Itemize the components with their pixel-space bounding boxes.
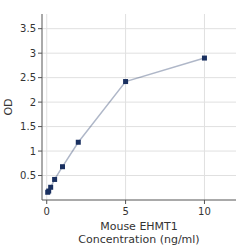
x-grid-line [204, 14, 205, 200]
x-grid-line [46, 14, 47, 200]
x-tick [204, 200, 205, 204]
y-tick-label: 2 [30, 97, 36, 108]
x-tick-label: 5 [122, 206, 128, 217]
y-tick-label: 2.5 [20, 72, 36, 83]
y-axis-line [42, 14, 43, 200]
y-tick-label: 0.5 [20, 170, 36, 181]
x-tick-label: 0 [44, 206, 50, 217]
y-grid-line [42, 28, 236, 29]
y-tick [38, 151, 42, 152]
x-tick-label: 10 [198, 206, 211, 217]
data-point [52, 177, 57, 182]
x-tick [46, 200, 47, 204]
x-grid-line [125, 14, 126, 200]
data-point [48, 185, 53, 190]
y-grid-line [42, 126, 236, 127]
data-point [76, 140, 81, 145]
y-tick [38, 126, 42, 127]
y-grid-line [42, 151, 236, 152]
y-tick [38, 28, 42, 29]
y-grid-line [42, 175, 236, 176]
x-tick [125, 200, 126, 204]
data-point [60, 164, 65, 169]
data-line [48, 58, 205, 192]
x-axis-label: Mouse EHMT1Concentration (ng/ml) [78, 220, 199, 246]
y-tick-label: 1.5 [20, 121, 36, 132]
x-axis-label-line: Mouse EHMT1 [100, 220, 178, 233]
data-point [123, 79, 128, 84]
grid [42, 14, 236, 200]
y-tick-label: 3.5 [20, 23, 36, 34]
plot-area [45, 56, 207, 195]
y-tick-label: 3 [30, 48, 36, 59]
x-axis-label-line: Concentration (ng/ml) [78, 233, 199, 246]
y-grid-line [42, 53, 236, 54]
data-point [202, 56, 207, 61]
y-grid-line [42, 102, 236, 103]
y-tick [38, 53, 42, 54]
y-tick-label: 1 [30, 146, 36, 157]
y-tick [38, 102, 42, 103]
chart: 0.5 1 1.5 2 2.5 3 3.5 0 5 10 Mouse EHMT1Concentrat… [0, 0, 250, 250]
y-tick [38, 77, 42, 78]
y-tick [38, 175, 42, 176]
y-axis-label: OD [2, 98, 15, 115]
x-axis-line [42, 200, 236, 201]
